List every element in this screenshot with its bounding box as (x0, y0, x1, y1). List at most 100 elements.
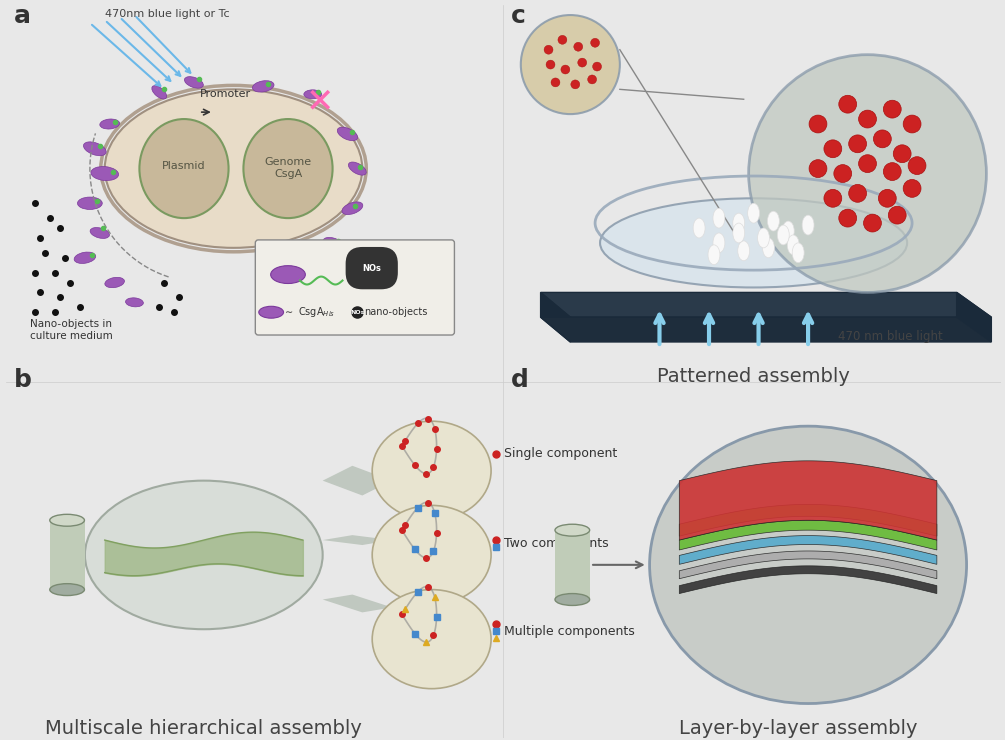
Ellipse shape (349, 162, 366, 175)
Ellipse shape (558, 36, 567, 44)
Ellipse shape (858, 155, 876, 172)
Ellipse shape (733, 213, 745, 233)
Text: c: c (511, 4, 526, 28)
Ellipse shape (258, 306, 283, 318)
Ellipse shape (839, 209, 856, 227)
Ellipse shape (74, 252, 95, 263)
Text: Genome: Genome (264, 157, 312, 166)
Ellipse shape (105, 278, 125, 288)
Ellipse shape (99, 119, 120, 129)
Polygon shape (679, 536, 937, 565)
Ellipse shape (883, 163, 901, 181)
Polygon shape (541, 317, 991, 342)
Ellipse shape (338, 127, 358, 141)
Ellipse shape (243, 119, 333, 218)
Ellipse shape (544, 45, 553, 54)
Ellipse shape (50, 514, 84, 526)
Ellipse shape (342, 202, 363, 215)
Ellipse shape (848, 184, 866, 202)
FancyBboxPatch shape (255, 240, 454, 335)
Ellipse shape (782, 221, 794, 241)
Ellipse shape (883, 100, 901, 118)
Ellipse shape (649, 426, 967, 704)
Text: Promoter: Promoter (200, 90, 251, 99)
Ellipse shape (521, 15, 620, 114)
Ellipse shape (83, 142, 107, 155)
Ellipse shape (748, 204, 760, 223)
Polygon shape (323, 535, 392, 545)
Text: CsgA: CsgA (274, 169, 303, 178)
Ellipse shape (105, 90, 362, 248)
Ellipse shape (591, 38, 600, 47)
Ellipse shape (809, 115, 827, 133)
Polygon shape (556, 530, 590, 599)
Text: $\sim$ CsgA$_{His}$: $\sim$ CsgA$_{His}$ (283, 305, 336, 319)
Text: a: a (14, 4, 30, 28)
Ellipse shape (787, 235, 799, 255)
Ellipse shape (893, 145, 912, 163)
Ellipse shape (758, 228, 770, 248)
Ellipse shape (561, 65, 570, 74)
Ellipse shape (873, 130, 891, 148)
Ellipse shape (90, 228, 110, 238)
Text: 470 nm blue light: 470 nm blue light (838, 331, 943, 343)
Text: nano-objects: nano-objects (364, 307, 428, 317)
Ellipse shape (372, 590, 491, 689)
Polygon shape (50, 520, 85, 590)
Ellipse shape (824, 189, 842, 207)
Ellipse shape (809, 160, 827, 178)
Ellipse shape (372, 421, 491, 520)
Ellipse shape (90, 166, 119, 181)
Ellipse shape (903, 115, 921, 133)
Ellipse shape (574, 42, 583, 51)
Polygon shape (541, 292, 570, 342)
Polygon shape (679, 551, 937, 579)
Ellipse shape (588, 75, 597, 84)
Ellipse shape (858, 110, 876, 128)
Ellipse shape (903, 180, 921, 198)
Ellipse shape (185, 77, 203, 88)
Ellipse shape (909, 157, 926, 175)
Ellipse shape (713, 233, 725, 253)
Ellipse shape (693, 218, 706, 238)
Polygon shape (679, 461, 937, 540)
Ellipse shape (600, 198, 908, 287)
Ellipse shape (834, 164, 851, 183)
Ellipse shape (738, 241, 750, 260)
Text: b: b (14, 368, 31, 391)
Text: NOs: NOs (362, 263, 381, 272)
Ellipse shape (863, 214, 881, 232)
Ellipse shape (551, 78, 560, 87)
Ellipse shape (270, 266, 306, 283)
Ellipse shape (763, 238, 775, 258)
Text: Single component: Single component (504, 448, 617, 460)
Ellipse shape (140, 119, 228, 218)
Ellipse shape (848, 135, 866, 152)
Text: Two components: Two components (504, 536, 609, 550)
Polygon shape (957, 292, 991, 342)
Ellipse shape (546, 60, 555, 69)
Ellipse shape (555, 593, 590, 605)
Ellipse shape (839, 95, 856, 113)
Ellipse shape (733, 223, 745, 243)
Ellipse shape (878, 189, 896, 207)
Text: Multiple components: Multiple components (504, 625, 635, 638)
Text: Multiscale hierarchical assembly: Multiscale hierarchical assembly (45, 719, 362, 738)
Text: 470nm blue light or Tc: 470nm blue light or Tc (105, 9, 229, 19)
Ellipse shape (252, 81, 274, 92)
Polygon shape (679, 505, 937, 536)
Ellipse shape (372, 505, 491, 605)
Ellipse shape (749, 55, 986, 292)
Text: d: d (511, 368, 529, 391)
Ellipse shape (593, 62, 602, 71)
Text: NOs: NOs (350, 310, 365, 314)
Polygon shape (679, 566, 937, 593)
Text: Patterned assembly: Patterned assembly (657, 367, 850, 386)
Ellipse shape (77, 197, 103, 209)
Ellipse shape (802, 215, 814, 235)
Polygon shape (323, 465, 392, 496)
Ellipse shape (50, 584, 84, 596)
Ellipse shape (555, 524, 590, 536)
Ellipse shape (824, 140, 842, 158)
Ellipse shape (888, 206, 907, 224)
